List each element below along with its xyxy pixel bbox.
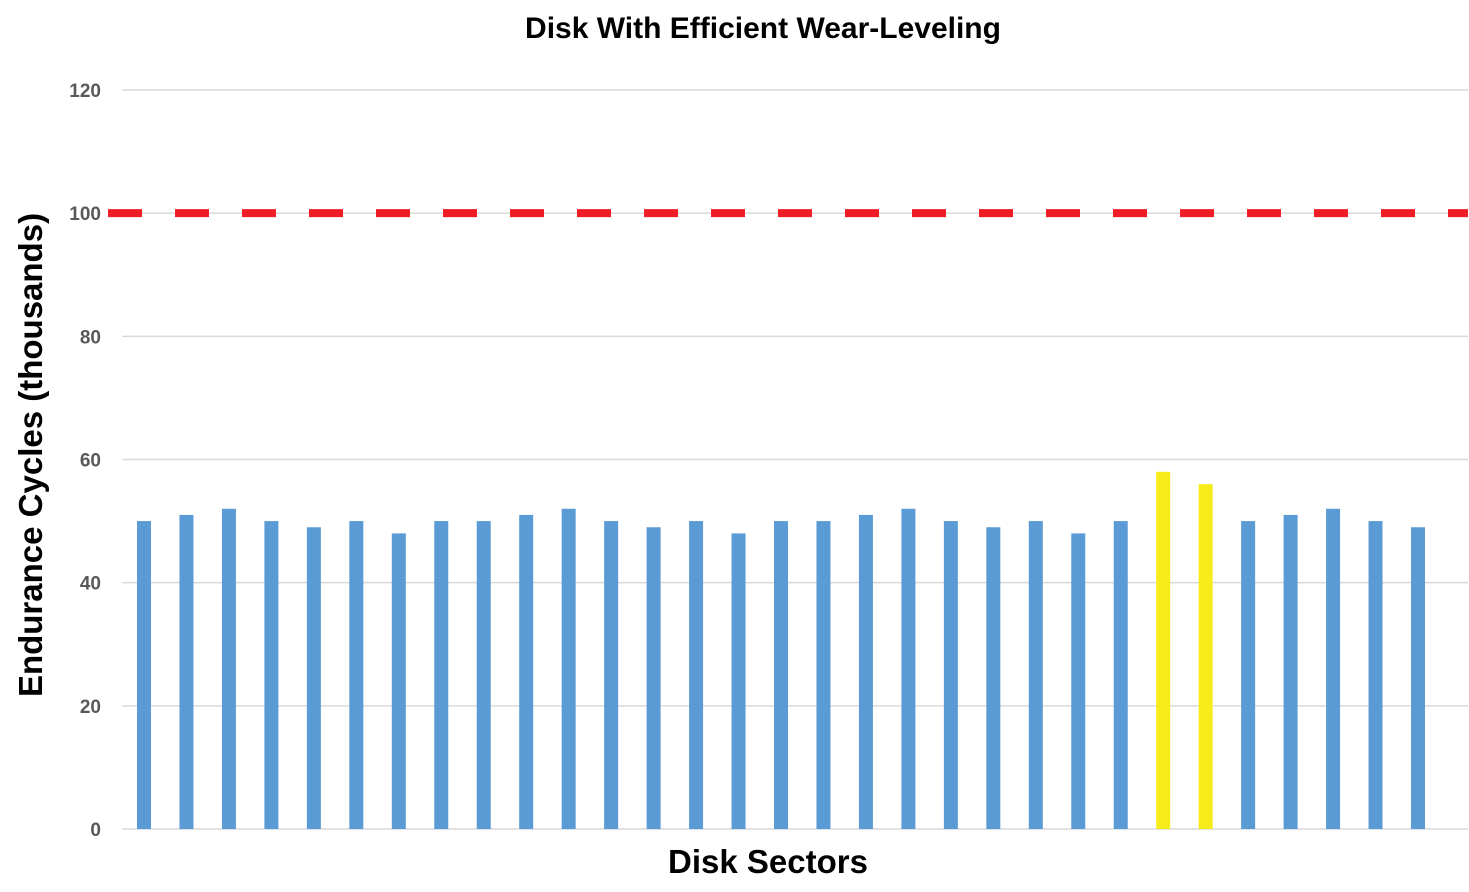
y-tick-labels: 0 20 40 60 80 100 120: [69, 81, 101, 841]
bar: [434, 521, 449, 829]
bar: [1283, 514, 1298, 829]
bar: [901, 508, 916, 829]
bar: [1113, 521, 1128, 829]
bar: [1411, 527, 1425, 829]
bar: [1241, 521, 1256, 829]
bar: [519, 514, 534, 829]
bar: [306, 527, 321, 829]
bar: [943, 521, 958, 829]
x-axis-title: Disk Sectors: [668, 843, 868, 880]
y-tick-label: 80: [80, 327, 101, 348]
bar: [561, 508, 576, 829]
y-tick-label: 40: [80, 574, 101, 595]
bar: [1028, 521, 1043, 829]
y-tick-label: 20: [80, 697, 101, 718]
bars: [137, 471, 1425, 829]
bar: [774, 521, 788, 829]
chart-title: Disk With Efficient Wear-Leveling: [525, 12, 1001, 45]
bar: [858, 514, 873, 829]
bar: [1368, 521, 1383, 829]
bar: [986, 527, 1001, 829]
y-tick-label: 0: [90, 820, 101, 841]
bar: [349, 521, 364, 829]
bar: [604, 521, 619, 829]
bar: [137, 521, 151, 829]
bar: [476, 521, 491, 829]
y-tick-label: 60: [80, 451, 101, 472]
bar-highlighted: [1198, 484, 1213, 829]
gridlines: [122, 89, 1468, 830]
bar: [689, 521, 704, 829]
bar: [264, 521, 279, 829]
bar: [816, 521, 831, 829]
y-tick-label: 120: [69, 81, 101, 102]
y-tick-label: 100: [69, 204, 101, 225]
bar: [179, 514, 194, 829]
y-axis-title: Endurance Cycles (thousands): [12, 213, 49, 697]
bar: [1071, 533, 1086, 829]
bar: [391, 533, 406, 829]
bar: [731, 533, 746, 829]
bar: [646, 527, 661, 829]
bar: [221, 508, 236, 829]
bar-highlighted: [1156, 471, 1171, 829]
bar: [1326, 508, 1341, 829]
